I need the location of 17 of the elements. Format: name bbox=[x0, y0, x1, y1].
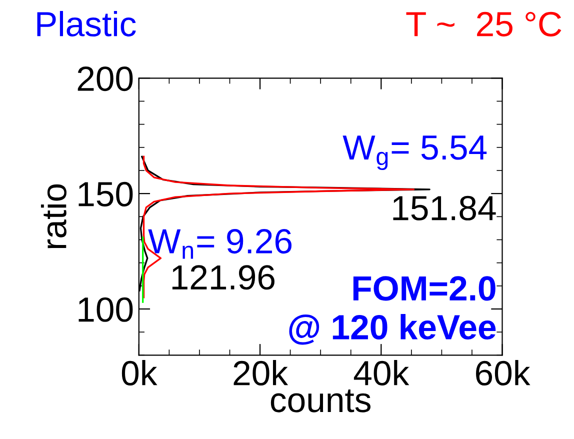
annotation: W$_{n}$= 9.26 bbox=[148, 229, 292, 259]
annotation: 151.84 bbox=[393, 196, 496, 220]
y-tick-label: 200 bbox=[78, 66, 133, 92]
chart-title: Plastic bbox=[37, 10, 136, 36]
chart-subtitle: T ~ 25 °C bbox=[406, 12, 562, 36]
x-tick-label: 40k bbox=[354, 360, 410, 386]
annotation: W$_{g}$= 5.54 bbox=[342, 136, 487, 170]
x-tick-label: 0k bbox=[122, 360, 158, 386]
x-tick-label: 60k bbox=[476, 360, 530, 386]
y-axis-title: ratio bbox=[40, 184, 66, 248]
x-axis-title: counts bbox=[270, 390, 370, 412]
y-tick-label: 100 bbox=[78, 297, 133, 322]
y-tick-label: 150 bbox=[78, 182, 133, 206]
x-tick-label: 20k bbox=[234, 360, 288, 386]
annotation: 121.96 bbox=[172, 265, 274, 290]
annotation: FOM=2.0 bbox=[353, 276, 496, 301]
annotation: @ 120 keVee bbox=[289, 314, 496, 345]
